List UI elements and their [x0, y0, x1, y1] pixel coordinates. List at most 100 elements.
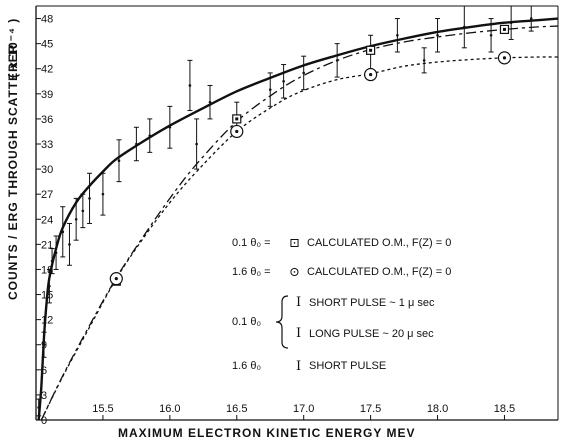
y-tick-label: 33	[41, 139, 53, 151]
error-bar	[461, 5, 467, 49]
error-bar	[281, 64, 287, 99]
x-ticks: 15.5 16.0 16.5 17.0 17.5 18.0 18.5	[92, 403, 515, 420]
error-bar	[267, 72, 273, 107]
circle-marker-center	[502, 56, 507, 60]
legend: 0.1 θ₀ = ⊡ CALCULATED O.M., F(Z) = 0 1.6…	[232, 236, 451, 374]
data-point	[88, 197, 91, 200]
circle-marker-center	[235, 129, 239, 134]
data-point	[42, 343, 46, 347]
data-point	[135, 142, 138, 146]
legend-text-3: LONG PULSE ~ 20 μ sec	[309, 328, 434, 340]
data-point	[168, 125, 172, 129]
x-axis-title: MAXIMUM ELECTRON KINETIC ENERGY MEV	[118, 426, 415, 440]
legend-errorbar-symbol-2: I	[296, 295, 301, 310]
legend-errorbar-symbol-4: I	[296, 359, 301, 374]
y-tick-label: 12	[41, 315, 53, 327]
legend-text-2: SHORT PULSE ~ 1 μ sec	[309, 297, 435, 309]
error-bar	[49, 248, 55, 275]
data-point	[268, 88, 272, 91]
y-ticks: 036912151821242730333639424548	[36, 14, 53, 427]
error-bar	[46, 268, 52, 304]
data-point	[188, 84, 192, 87]
x-tick-label: 17.0	[293, 403, 314, 415]
y-tick-label: 0	[41, 415, 47, 427]
data-point	[422, 59, 426, 62]
data-point	[195, 142, 198, 146]
y-tick-label: 30	[41, 164, 53, 176]
plot-area	[35, 5, 559, 421]
error-bar	[167, 105, 173, 149]
data-point	[61, 230, 65, 234]
x-tick-label: 16.5	[226, 403, 247, 415]
y-tick-label: 27	[41, 189, 53, 201]
square-marker-center	[235, 117, 239, 121]
legend-text-1: CALCULATED O.M., F(Z) = 0	[307, 266, 451, 278]
data-point	[282, 79, 285, 83]
circle-marker-center	[114, 277, 118, 281]
y-tick-label: 21	[41, 239, 53, 251]
data-point	[463, 25, 466, 29]
x-tick-label: 17.5	[360, 403, 381, 415]
data-point	[101, 192, 105, 196]
circle-marker-center	[369, 72, 373, 77]
legend-text-0: CALCULATED O.M., F(Z) = 0	[307, 237, 451, 249]
legend-circle-symbol: ⊙	[289, 265, 300, 280]
y-tick-label: 6	[41, 365, 47, 377]
legend-prefix-4: 1.6 θ₀	[232, 360, 261, 372]
error-bar	[80, 193, 86, 229]
error-bar	[147, 118, 153, 153]
error-bar	[36, 398, 42, 417]
data-point	[68, 243, 71, 246]
data-point	[529, 17, 533, 20]
data-point	[37, 406, 40, 409]
error-bar	[100, 172, 106, 216]
error-bar	[187, 59, 193, 112]
error-bar	[435, 18, 441, 53]
square-marker-center	[369, 48, 373, 52]
error-bar	[528, 5, 534, 32]
error-bar	[87, 172, 93, 224]
data-point	[436, 33, 439, 37]
error-bar	[133, 126, 139, 162]
legend-prefix-2: 0.1 θ₀	[232, 316, 261, 328]
x-tick-label: 18.0	[427, 403, 448, 415]
x-tick-label: 18.5	[494, 403, 515, 415]
y-tick-label: 24	[41, 214, 53, 226]
legend-text-4: SHORT PULSE	[309, 360, 386, 372]
markers	[109, 24, 512, 286]
error-bar	[508, 5, 514, 40]
error-bar	[53, 235, 59, 270]
error-bar	[66, 222, 72, 266]
error-bar	[301, 55, 307, 91]
y-axis-title: COUNTS / ERG THROUGH SCATTERER	[6, 44, 20, 300]
legend-prefix-1: 1.6 θ₀ =	[232, 266, 271, 278]
y-axis-unit: ( x 10⁻⁴ )	[6, 18, 20, 78]
error-bar	[60, 206, 66, 258]
data-point	[208, 100, 212, 104]
error-bars	[36, 5, 534, 417]
data-point	[302, 71, 305, 75]
y-tick-label: 45	[41, 39, 53, 51]
legend-brace	[275, 295, 289, 349]
y-tick-label: 3	[41, 390, 47, 402]
y-tick-label: 48	[41, 14, 53, 26]
data-point	[74, 217, 78, 221]
square-marker-center	[502, 27, 506, 31]
error-bar	[41, 331, 47, 358]
error-bar	[488, 18, 494, 53]
y-tick-label: 42	[41, 64, 53, 76]
legend-errorbar-symbol-3: I	[296, 326, 301, 341]
data-point	[148, 134, 152, 137]
data-point	[50, 259, 54, 263]
x-tick-label: 16.0	[159, 403, 180, 415]
x-tick-label: 15.5	[92, 403, 113, 415]
data-point	[335, 59, 339, 62]
error-bar	[421, 47, 427, 74]
y-tick-label: 36	[41, 114, 53, 126]
legend-prefix-0: 0.1 θ₀ =	[232, 237, 271, 249]
data-point	[489, 33, 493, 37]
data-point	[81, 209, 85, 213]
data-point	[396, 33, 399, 37]
series-line-dotted	[40, 56, 559, 421]
data-point	[54, 251, 58, 255]
